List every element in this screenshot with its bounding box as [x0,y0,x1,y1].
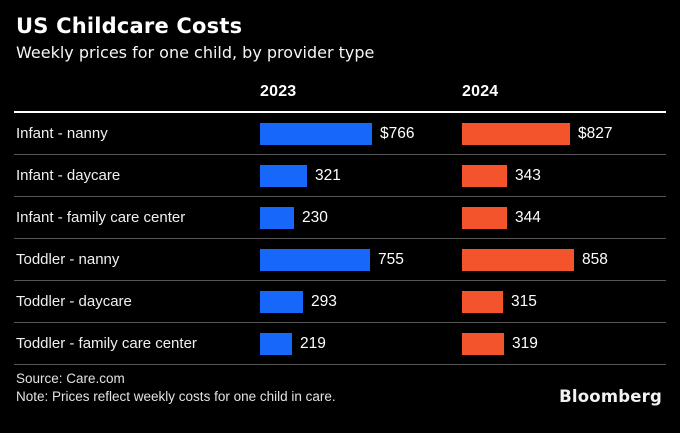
table-row: Infant - family care center 230 344 [14,197,666,239]
bar-value-2024: 858 [582,250,608,268]
bar-value-2024: 343 [515,166,541,184]
bar-value-2024: 315 [511,292,537,310]
bar-value-2024: $827 [578,124,613,142]
bar-value-2023: 755 [378,250,404,268]
table-row: Infant - nanny $766 $827 [14,113,666,155]
bar-value-2024: 344 [515,208,541,226]
bar-2023 [260,206,294,229]
bar-value-2023: $766 [380,124,415,142]
bar-value-2023: 219 [300,334,326,352]
bar-2023 [260,332,292,355]
table-row: Toddler - nanny 755 858 [14,239,666,281]
column-header-2024: 2024 [462,83,499,100]
bar-table: Infant - nanny $766 $827 Infant - daycare 32… [14,111,666,365]
source-line: Source: Care.com [16,371,125,386]
bar-2024 [462,290,503,313]
bar-value-2024: 319 [512,334,538,352]
bar-2023 [260,290,303,313]
row-label: Infant - nanny [16,125,108,142]
bar-2024 [462,332,504,355]
bar-value-2023: 321 [315,166,341,184]
bar-2023 [260,122,372,145]
page-title: US Childcare Costs [16,14,243,38]
note-line: Note: Prices reflect weekly costs for on… [16,389,336,404]
page-subtitle: Weekly prices for one child, by provider… [16,43,375,62]
row-label: Toddler - family care center [16,335,197,352]
bloomberg-logo: Bloomberg [559,387,662,406]
row-label: Toddler - daycare [16,293,132,310]
table-row: Infant - daycare 321 343 [14,155,666,197]
bar-2024 [462,122,570,145]
table-row: Toddler - family care center 219 319 [14,323,666,365]
bar-2024 [462,164,507,187]
table-row: Toddler - daycare 293 315 [14,281,666,323]
row-label: Infant - daycare [16,167,121,184]
bar-2023 [260,164,307,187]
bar-2024 [462,206,507,229]
row-label: Toddler - nanny [16,251,120,268]
column-headers: 2023 2024 [14,83,666,103]
bar-2024 [462,248,574,271]
column-header-2023: 2023 [260,83,297,100]
bar-value-2023: 293 [311,292,337,310]
bar-2023 [260,248,370,271]
row-label: Infant - family care center [16,209,186,226]
bar-value-2023: 230 [302,208,328,226]
